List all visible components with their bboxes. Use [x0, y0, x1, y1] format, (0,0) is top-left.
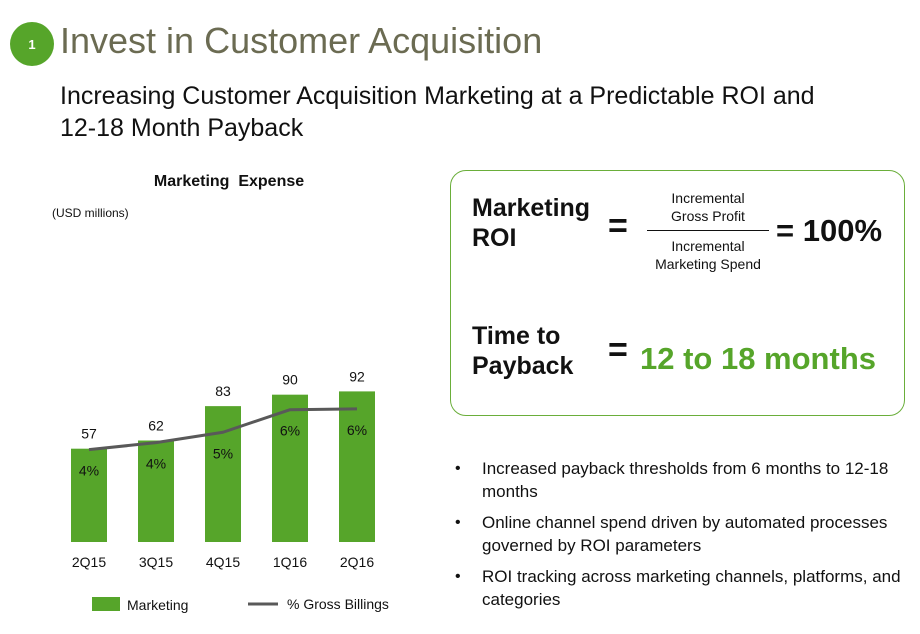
section-number-badge: 1 — [10, 22, 54, 66]
legend-marketing-label: Marketing — [127, 597, 188, 613]
line-value-label: 6% — [347, 422, 367, 438]
payback-value: 12 to 18 months — [640, 341, 876, 376]
roi-label-line-2: ROI — [472, 224, 517, 252]
bar-value-label: 90 — [282, 372, 298, 388]
x-tick-label: 3Q15 — [139, 554, 173, 570]
payback-label-line-2: Payback — [472, 352, 574, 380]
denominator-line-2: Marketing Spend — [655, 256, 761, 272]
roi-label-line-1: Marketing — [472, 194, 591, 222]
payback-equals-sign: = — [608, 331, 628, 369]
chart-legend: Marketing % Gross Billings — [92, 596, 389, 613]
legend-gross-billings-label: % Gross Billings — [287, 596, 389, 612]
line-value-label: 6% — [280, 423, 300, 439]
bar-marketing-3Q15 — [138, 440, 174, 542]
roi-fraction: Incremental Gross Profit Incremental Mar… — [644, 189, 772, 273]
bar-marketing-1Q16 — [272, 394, 308, 542]
fraction-bar — [647, 230, 769, 231]
x-tick-label: 2Q15 — [72, 554, 106, 570]
payback-label-line-1: Time to — [472, 322, 561, 350]
roi-formula-panel: Marketing ROI = Incremental Gross Profit… — [450, 170, 905, 416]
roi-numerator: Incremental Gross Profit — [644, 189, 772, 230]
bar-value-label: 62 — [148, 418, 164, 434]
bar-value-label: 92 — [349, 368, 365, 384]
page-subtitle: Increasing Customer Acquisition Marketin… — [60, 80, 815, 144]
bar-marketing-2Q16 — [339, 391, 375, 542]
bar-marketing-2Q15 — [71, 448, 107, 542]
line-value-label: 4% — [79, 463, 99, 479]
denominator-line-1: Incremental — [671, 238, 745, 254]
roi-value: = 100% — [776, 213, 882, 249]
subtitle-line-1: Increasing Customer Acquisition Marketin… — [60, 82, 815, 110]
numerator-line-1: Incremental — [671, 190, 745, 206]
bar-value-label: 57 — [81, 426, 97, 442]
chart-title: Marketing Expense — [154, 173, 304, 190]
roi-equals-sign: = — [608, 207, 628, 245]
line-gross-billings — [88, 407, 358, 452]
key-points-list: Increased payback thresholds from 6 mont… — [452, 457, 912, 619]
bullet-item: Increased payback thresholds from 6 mont… — [452, 457, 912, 503]
time-to-payback-label: Time to Payback — [472, 321, 573, 381]
line-value-label: 5% — [213, 445, 233, 461]
line-value-label: 4% — [146, 456, 166, 472]
bullet-item: ROI tracking across marketing channels, … — [452, 565, 912, 611]
bar-value-label: 83 — [215, 383, 231, 399]
roi-denominator: Incremental Marketing Spend — [644, 231, 772, 273]
x-tick-label: 2Q16 — [340, 554, 374, 570]
x-tick-label: 4Q15 — [206, 554, 240, 570]
x-tick-label: 1Q16 — [273, 554, 307, 570]
roi-value-text: = 100% — [776, 213, 883, 248]
legend-marketing-swatch — [92, 597, 120, 611]
marketing-roi-label: Marketing ROI — [472, 193, 590, 253]
marketing-expense-chart: Marketing Expense (USD millions) 57 2Q15 4… — [52, 173, 389, 613]
subtitle-line-2: 12-18 Month Payback — [60, 114, 304, 142]
page-title: Invest in Customer Acquisition — [60, 20, 543, 61]
numerator-line-2: Gross Profit — [671, 208, 745, 224]
bullet-item: Online channel spend driven by automated… — [452, 511, 912, 557]
chart-unit-label: (USD millions) — [52, 206, 129, 220]
